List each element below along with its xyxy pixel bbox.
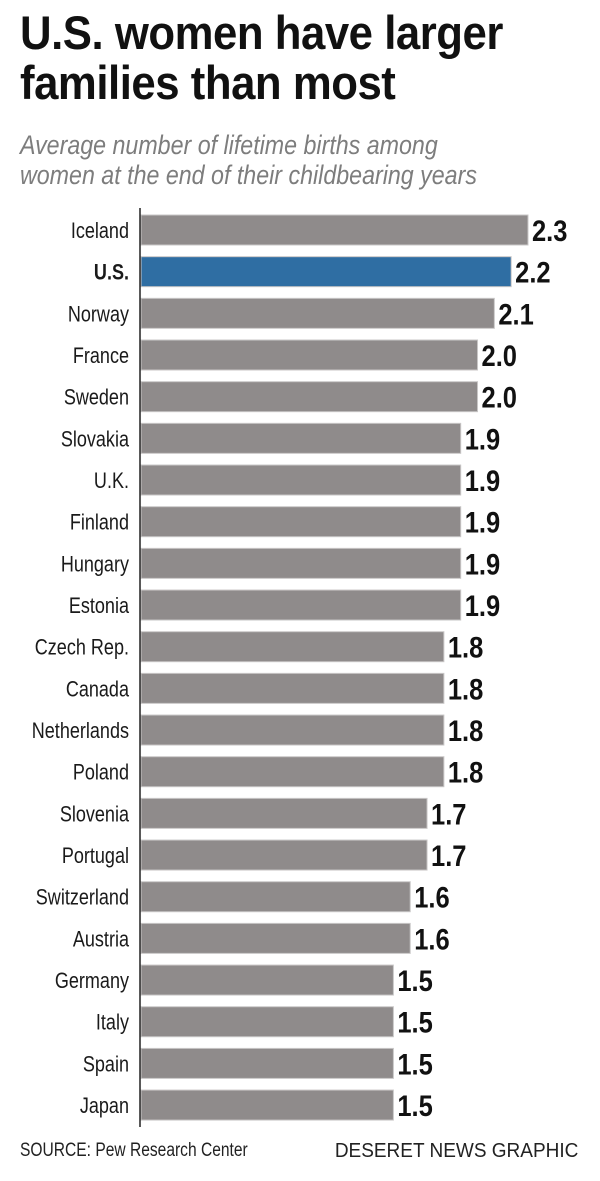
bar-canada bbox=[140, 672, 445, 704]
category-label-japan: Japan bbox=[80, 1094, 129, 1118]
value-label-sweden: 2.0 bbox=[482, 381, 517, 414]
value-label-hungary: 1.9 bbox=[465, 547, 500, 580]
bar-u-s bbox=[140, 256, 512, 288]
value-label-iceland: 2.3 bbox=[532, 214, 567, 247]
category-label-spain: Spain bbox=[83, 1053, 129, 1077]
bar-netherlands bbox=[140, 714, 445, 746]
value-label-germany: 1.5 bbox=[397, 964, 432, 997]
chart-subtitle-line: women at the end of their childbearing y… bbox=[20, 160, 477, 190]
value-label-czech-rep: 1.8 bbox=[448, 631, 483, 664]
category-label-france: France bbox=[73, 344, 129, 368]
chart-title: U.S. women have larger families than mos… bbox=[20, 8, 503, 108]
value-label-estonia: 1.9 bbox=[465, 589, 500, 622]
category-label-austria: Austria bbox=[73, 928, 130, 952]
chart-subtitle-line: Average number of lifetime births among bbox=[20, 130, 438, 160]
category-label-norway: Norway bbox=[68, 303, 130, 327]
category-label-sweden: Sweden bbox=[64, 386, 129, 410]
value-label-spain: 1.5 bbox=[397, 1047, 432, 1080]
category-label-hungary: Hungary bbox=[61, 553, 130, 577]
bar-slovakia bbox=[140, 422, 462, 454]
value-label-austria: 1.6 bbox=[414, 922, 449, 955]
value-label-switzerland: 1.6 bbox=[414, 881, 449, 914]
bar-u-k bbox=[140, 464, 462, 496]
bar-austria bbox=[140, 922, 411, 954]
category-label-canada: Canada bbox=[66, 678, 130, 702]
category-label-germany: Germany bbox=[55, 969, 130, 993]
value-label-poland: 1.8 bbox=[448, 756, 483, 789]
value-label-finland: 1.9 bbox=[465, 506, 500, 539]
category-label-slovakia: Slovakia bbox=[61, 428, 130, 452]
bar-hungary bbox=[140, 547, 462, 579]
bar-japan bbox=[140, 1089, 394, 1121]
category-label-netherlands: Netherlands bbox=[32, 719, 129, 743]
value-label-canada: 1.8 bbox=[448, 672, 483, 705]
value-label-portugal: 1.7 bbox=[431, 839, 466, 872]
bar-slovenia bbox=[140, 797, 428, 829]
category-label-italy: Italy bbox=[96, 1011, 130, 1035]
value-label-slovakia: 1.9 bbox=[465, 422, 500, 455]
bar-sweden bbox=[140, 381, 479, 413]
bar-iceland bbox=[140, 214, 529, 246]
category-label-portugal: Portugal bbox=[62, 844, 129, 868]
category-label-estonia: Estonia bbox=[69, 594, 130, 618]
category-label-finland: Finland bbox=[70, 511, 129, 535]
category-label-poland: Poland bbox=[73, 761, 129, 785]
chart-title-line: U.S. women have larger bbox=[20, 6, 503, 59]
value-label-norway: 2.1 bbox=[498, 297, 533, 330]
value-label-u-s: 2.2 bbox=[515, 256, 550, 289]
value-label-netherlands: 1.8 bbox=[448, 714, 483, 747]
bar-germany bbox=[140, 964, 394, 996]
bar-italy bbox=[140, 1006, 394, 1038]
value-label-italy: 1.5 bbox=[397, 1006, 432, 1039]
bar-france bbox=[140, 339, 479, 371]
bar-switzerland bbox=[140, 881, 411, 913]
bar-czech-rep bbox=[140, 631, 445, 663]
value-label-u-k: 1.9 bbox=[465, 464, 500, 497]
category-label-switzerland: Switzerland bbox=[36, 886, 129, 910]
bar-poland bbox=[140, 756, 445, 788]
source-note: SOURCE: Pew Research Center bbox=[20, 1140, 248, 1161]
category-label-iceland: Iceland bbox=[71, 219, 129, 243]
value-label-france: 2.0 bbox=[482, 339, 517, 372]
chart-title-line: families than most bbox=[20, 56, 396, 109]
category-label-u-s: U.S. bbox=[94, 261, 129, 285]
chart-subtitle: Average number of lifetime births among … bbox=[20, 130, 477, 190]
category-label-czech-rep: Czech Rep. bbox=[35, 636, 129, 660]
bar-portugal bbox=[140, 839, 428, 871]
category-label-slovenia: Slovenia bbox=[60, 803, 130, 827]
value-label-japan: 1.5 bbox=[397, 1089, 432, 1122]
bar-norway bbox=[140, 297, 495, 329]
bar-spain bbox=[140, 1047, 394, 1079]
credit-note: DESERET NEWS GRAPHIC bbox=[334, 1140, 578, 1162]
value-label-slovenia: 1.7 bbox=[431, 797, 466, 830]
bar-finland bbox=[140, 506, 462, 538]
bar-estonia bbox=[140, 589, 462, 621]
category-label-u-k: U.K. bbox=[94, 469, 129, 493]
